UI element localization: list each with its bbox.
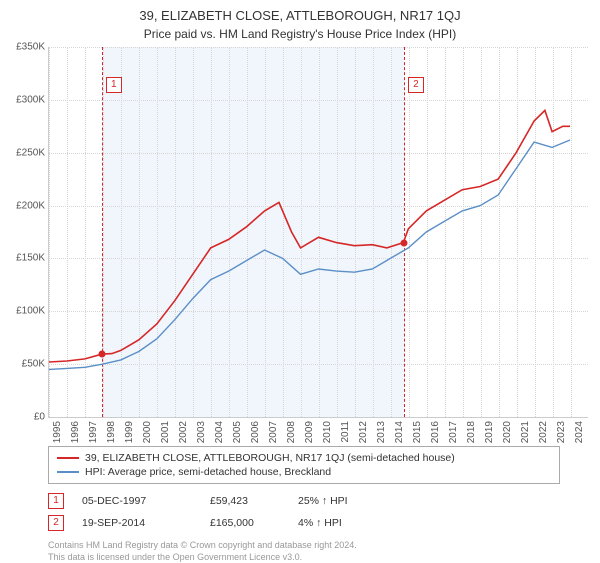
line-series <box>49 110 570 362</box>
legend-item: HPI: Average price, semi-detached house,… <box>57 465 551 479</box>
y-axis-label: £50K <box>5 359 45 370</box>
footer-line-2: This data is licensed under the Open Gov… <box>48 552 560 563</box>
y-axis-label: £200K <box>5 200 45 211</box>
legend-box: 39, ELIZABETH CLOSE, ATTLEBOROUGH, NR17 … <box>48 446 560 484</box>
x-axis-label: 2015 <box>412 421 423 443</box>
sale-date: 05-DEC-1997 <box>82 495 192 507</box>
y-axis-label: £100K <box>5 306 45 317</box>
x-axis-label: 2020 <box>502 421 513 443</box>
sale-point-dot <box>98 351 105 358</box>
x-axis-label: 2014 <box>394 421 405 443</box>
legend-item: 39, ELIZABETH CLOSE, ATTLEBOROUGH, NR17 … <box>57 451 551 465</box>
x-axis-label: 2010 <box>322 421 333 443</box>
x-axis-label: 2003 <box>196 421 207 443</box>
sale-row: 2 19-SEP-2014 £165,000 4% ↑ HPI <box>48 512 560 534</box>
x-axis-label: 1996 <box>70 421 81 443</box>
chart-subtitle: Price paid vs. HM Land Registry's House … <box>0 23 600 47</box>
x-axis-label: 2007 <box>268 421 279 443</box>
x-axis-label: 2011 <box>340 421 351 443</box>
sale-row-marker: 2 <box>48 515 64 531</box>
x-axis-label: 2005 <box>232 421 243 443</box>
x-axis-label: 1995 <box>52 421 63 443</box>
sale-row-marker: 1 <box>48 493 64 509</box>
x-axis-label: 2022 <box>538 421 549 443</box>
sale-row: 1 05-DEC-1997 £59,423 25% ↑ HPI <box>48 490 560 512</box>
sales-table: 1 05-DEC-1997 £59,423 25% ↑ HPI 2 19-SEP-2014… <box>48 490 560 534</box>
sale-point-dot <box>400 239 407 246</box>
y-axis-label: £350K <box>5 42 45 53</box>
y-axis-label: £150K <box>5 253 45 264</box>
chart-title: 39, ELIZABETH CLOSE, ATTLEBOROUGH, NR17 … <box>0 0 600 23</box>
x-axis-label: 2013 <box>376 421 387 443</box>
x-axis-label: 2000 <box>142 421 153 443</box>
x-axis-label: 2008 <box>286 421 297 443</box>
y-axis-label: £300K <box>5 94 45 105</box>
line-series-svg <box>49 47 588 417</box>
legend-label: HPI: Average price, semi-detached house,… <box>85 466 331 478</box>
footer-line-1: Contains HM Land Registry data © Crown c… <box>48 540 560 552</box>
x-axis-label: 2019 <box>484 421 495 443</box>
sale-hpi-diff: 4% ↑ HPI <box>298 517 378 529</box>
sale-hpi-diff: 25% ↑ HPI <box>298 495 378 507</box>
x-axis-label: 2002 <box>178 421 189 443</box>
x-axis-label: 2006 <box>250 421 261 443</box>
x-axis-label: 1999 <box>124 421 135 443</box>
x-axis-label: 2021 <box>520 421 531 443</box>
sale-date: 19-SEP-2014 <box>82 517 192 529</box>
sale-price: £165,000 <box>210 517 280 529</box>
x-axis-label: 2001 <box>160 421 171 443</box>
x-axis-label: 1998 <box>106 421 117 443</box>
x-axis-label: 2023 <box>556 421 567 443</box>
chart-container: 39, ELIZABETH CLOSE, ATTLEBOROUGH, NR17 … <box>0 0 600 560</box>
sale-marker-box: 2 <box>408 77 424 93</box>
x-axis-label: 2017 <box>448 421 459 443</box>
x-axis-label: 2009 <box>304 421 315 443</box>
y-axis-label: £250K <box>5 147 45 158</box>
x-axis-label: 2016 <box>430 421 441 443</box>
sale-marker-box: 1 <box>106 77 122 93</box>
x-axis-label: 2024 <box>574 421 585 443</box>
x-axis-label: 2012 <box>358 421 369 443</box>
line-series <box>49 140 570 369</box>
plot-area: £0£50K£100K£150K£200K£250K£300K£350K1995… <box>48 47 588 418</box>
legend-swatch <box>57 457 79 459</box>
x-axis-label: 1997 <box>88 421 99 443</box>
y-axis-label: £0 <box>5 412 45 423</box>
x-axis-label: 2018 <box>466 421 477 443</box>
sale-price: £59,423 <box>210 495 280 507</box>
legend-swatch <box>57 471 79 473</box>
x-axis-label: 2004 <box>214 421 225 443</box>
legend-label: 39, ELIZABETH CLOSE, ATTLEBOROUGH, NR17 … <box>85 452 455 464</box>
